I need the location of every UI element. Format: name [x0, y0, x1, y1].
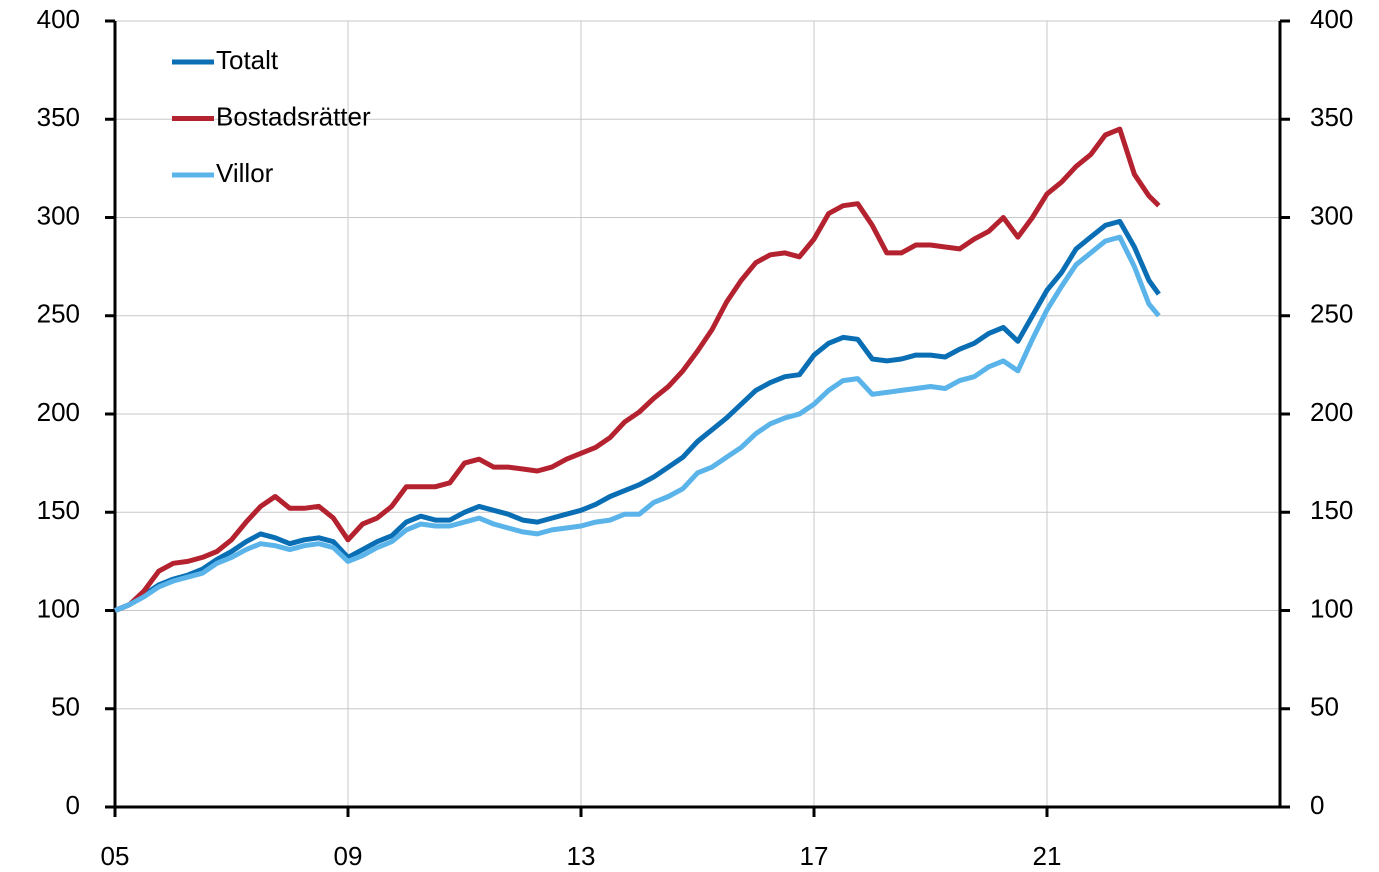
y2-tick-label: 50: [1310, 692, 1339, 722]
y2-tick-label: 0: [1310, 790, 1324, 820]
legend-label: Bostadsrätter: [216, 101, 371, 131]
y-tick-label: 50: [51, 692, 80, 722]
y2-tick-label: 300: [1310, 200, 1353, 230]
series-line: [114, 234, 1161, 613]
x-tick-label: 09: [334, 841, 363, 871]
y2-tick-label: 350: [1310, 102, 1353, 132]
y2-tick-label: 400: [1310, 4, 1353, 34]
y-tick-label: 150: [37, 495, 80, 525]
y-tick-label: 250: [37, 299, 80, 329]
y-tick-label: 400: [37, 4, 80, 34]
y-tick-label: 0: [66, 790, 80, 820]
x-tick-label: 17: [800, 841, 829, 871]
y2-tick-label: 250: [1310, 299, 1353, 329]
y-tick-label: 100: [37, 593, 80, 623]
y2-tick-label: 100: [1310, 593, 1353, 623]
x-tick-label: 13: [567, 841, 596, 871]
y-tick-label: 350: [37, 102, 80, 132]
y2-tick-label: 150: [1310, 495, 1353, 525]
y-tick-label: 200: [37, 397, 80, 427]
y-tick-label: 300: [37, 200, 80, 230]
legend-label: Villor: [216, 158, 274, 188]
series-line: [114, 126, 1161, 613]
legend-label: Totalt: [216, 45, 279, 75]
series-line: [114, 218, 1161, 613]
x-tick-label: 21: [1033, 841, 1062, 871]
x-tick-label: 05: [101, 841, 130, 871]
y2-tick-label: 200: [1310, 397, 1353, 427]
